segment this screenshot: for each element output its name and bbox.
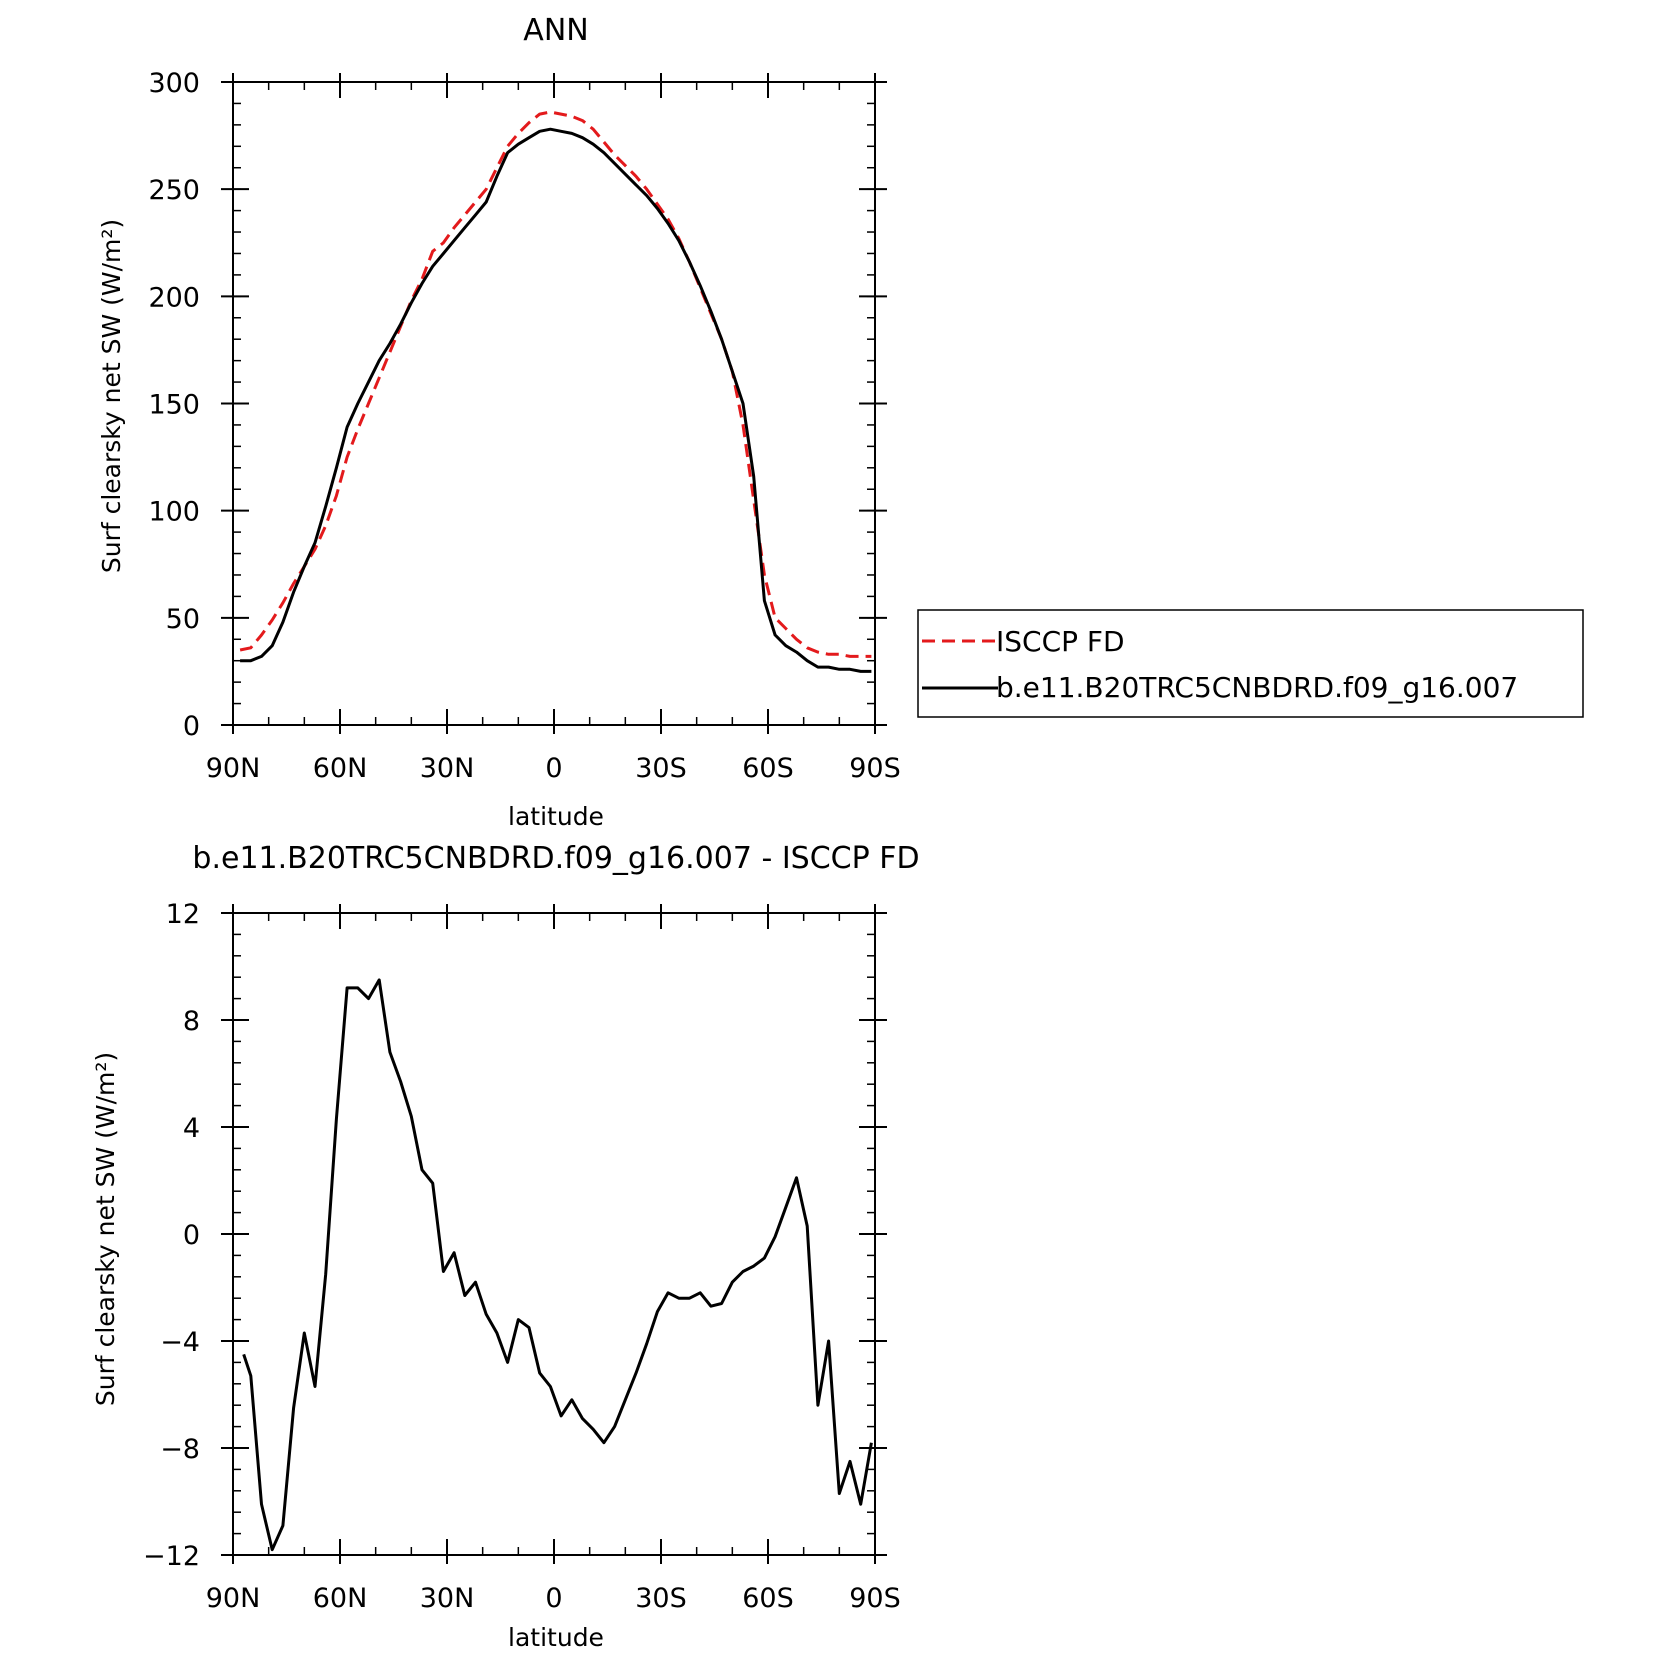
bottom-chart-ylabel: Surf clearsky net SW (W/m²)	[91, 1052, 120, 1406]
bottom-y-tick-label: 12	[166, 899, 200, 930]
bottom-x-tick-label: 30N	[420, 1583, 475, 1614]
top-chart-xlabel: latitude	[508, 802, 604, 831]
top-x-tick-label: 90N	[206, 753, 261, 784]
top-chart-series	[239, 110, 872, 673]
top-y-tick-label: 200	[148, 282, 200, 313]
bottom-y-tick-label: −8	[160, 1434, 200, 1465]
bottom-x-tick-label: 60N	[313, 1583, 368, 1614]
top-x-tick-label: 30S	[635, 753, 687, 784]
top-y-tick-label: 150	[148, 390, 200, 421]
top-y-tick-label: 100	[148, 497, 200, 528]
top-x-tick-label: 30N	[420, 753, 475, 784]
legend-box	[917, 609, 1584, 718]
top-x-tick-label: 60S	[742, 753, 794, 784]
top-x-tick-label: 60N	[313, 753, 368, 784]
legend-label-isccp: ISCCP FD	[996, 625, 1125, 658]
legend-label-model: b.e11.B20TRC5CNBDRD.f09_g16.007	[996, 671, 1518, 704]
top-chart-ylabel: Surf clearsky net SW (W/m²)	[97, 219, 126, 573]
bottom-x-tick-label: 90N	[206, 1583, 261, 1614]
top-y-tick-label: 250	[148, 175, 200, 206]
bottom-x-tick-label: 90S	[849, 1583, 901, 1614]
top-x-tick-label: 0	[545, 753, 562, 784]
bottom-x-tick-label: 30S	[635, 1583, 687, 1614]
bottom-x-tick-label: 60S	[742, 1583, 794, 1614]
top-chart-axes: 90N 60N 30N 0 30S 60S 90S 0 50 100 150 200 250 300	[148, 68, 900, 784]
top-y-tick-label: 300	[148, 68, 200, 99]
bottom-y-tick-label: 8	[183, 1006, 200, 1037]
top-chart-title: ANN	[523, 13, 588, 48]
top-y-tick-label: 50	[166, 604, 200, 635]
bottom-x-tick-label: 0	[545, 1583, 562, 1614]
top-y-tick-label: 0	[183, 711, 200, 742]
bottom-y-tick-label: 4	[183, 1113, 200, 1144]
top-series-line-0	[239, 110, 872, 658]
bottom-series-line-0	[242, 978, 873, 1552]
bottom-chart-title: b.e11.B20TRC5CNBDRD.f09_g16.007 - ISCCP …	[192, 841, 919, 876]
legend: ISCCP FD b.e11.B20TRC5CNBDRD.f09_g16.007	[917, 609, 1584, 718]
bottom-y-tick-label: −12	[143, 1541, 200, 1572]
top-series-line-1	[240, 127, 872, 673]
bottom-chart-axes: 90N 60N 30N 0 30S 60S 90S −12 −8 −4 0 4 8 12	[143, 899, 901, 1614]
bottom-chart-series	[242, 978, 873, 1552]
bottom-chart-xlabel: latitude	[508, 1623, 604, 1652]
bottom-y-tick-label: −4	[160, 1327, 200, 1358]
top-plot-frame	[232, 81, 876, 726]
top-x-tick-label: 90S	[849, 753, 901, 784]
bottom-y-tick-label: 0	[183, 1220, 200, 1251]
